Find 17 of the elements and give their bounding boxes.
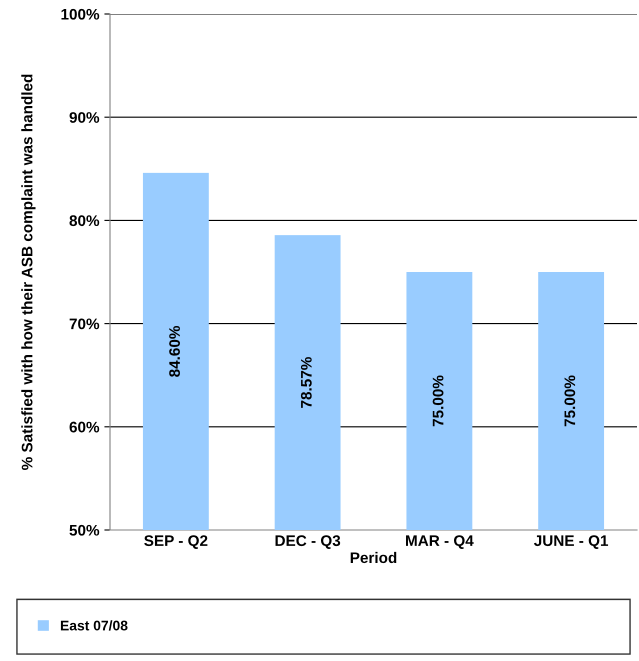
x-tick-label: DEC - Q3 bbox=[276, 535, 340, 549]
x-tick-label: MAR - Q4 bbox=[406, 535, 474, 549]
y-axis-title: % Satisfied with how their ASB complaint was handled bbox=[21, 74, 36, 470]
x-tick-label: SEP - Q2 bbox=[144, 535, 208, 549]
legend-label: East 07/08 bbox=[60, 620, 128, 631]
x-axis-title: Period bbox=[350, 552, 396, 564]
y-tick-label: 50% bbox=[69, 524, 100, 536]
data-label: 84.60% bbox=[169, 326, 180, 377]
x-tick-label: JUNE - Q1 bbox=[534, 535, 608, 549]
y-tick-label: 60% bbox=[70, 422, 100, 432]
data-label: 78.57% bbox=[300, 357, 312, 408]
y-tick-label: 100% bbox=[61, 8, 100, 20]
y-tick-label: 80% bbox=[69, 215, 100, 226]
y-tick-label: 90% bbox=[70, 112, 100, 123]
data-label: 75.00% bbox=[564, 375, 576, 426]
data-label: 75.00% bbox=[432, 375, 444, 426]
y-tick-label: 70% bbox=[70, 318, 100, 330]
